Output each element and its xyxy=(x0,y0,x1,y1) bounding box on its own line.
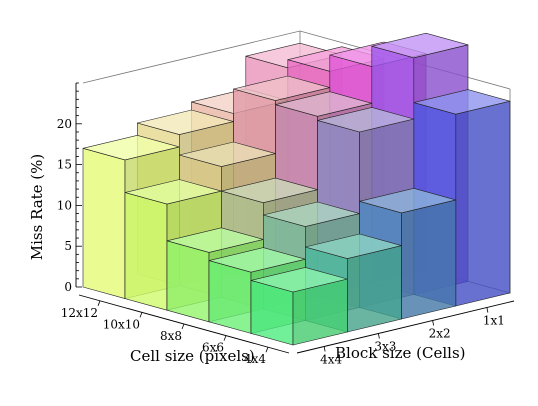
bar-front-face xyxy=(346,245,402,333)
y-tick xyxy=(323,346,326,352)
bar-top-face xyxy=(124,179,222,205)
bar-side-face xyxy=(166,240,210,323)
bar-top-face xyxy=(275,91,372,117)
x-tick-label: 6x6 xyxy=(202,341,224,355)
bar-side-face xyxy=(82,147,126,299)
bar-top-face xyxy=(233,75,330,101)
bar-top-face xyxy=(82,134,180,161)
bar-top-face xyxy=(359,187,456,214)
axes-layer: 0 5 10 15 20 12x12 10x10 8x8 6x6 4x4 4x4 3x3 2x2 1x1 xyxy=(57,82,515,367)
bar-top-face xyxy=(263,201,360,227)
x-tick-label: 4x4 xyxy=(244,352,266,366)
y-tick-label: 3x3 xyxy=(374,340,396,354)
bar-top-face xyxy=(221,177,318,204)
bar-4x4-4x4 xyxy=(250,267,348,346)
x-tick-label: 8x8 xyxy=(160,329,182,343)
z-tick-label: 20 xyxy=(57,117,72,131)
x-tick xyxy=(181,323,185,330)
bar-top-face xyxy=(250,267,348,293)
y-tick-label: 1x1 xyxy=(483,314,505,328)
bar-top-face xyxy=(371,32,469,59)
y-axis-title: Block size (Cells) xyxy=(335,344,466,362)
z-tick-label: 15 xyxy=(57,158,72,172)
z-axis-title: Miss Rate (%) xyxy=(28,154,46,261)
y-tick-label: 2x2 xyxy=(429,327,451,341)
bar-front-face xyxy=(401,199,457,320)
z-tick-label: 0 xyxy=(64,280,72,294)
y-tick xyxy=(377,333,380,339)
y-tick-label: 4x4 xyxy=(320,353,342,367)
x-tick xyxy=(223,335,227,341)
z-tick-label: 10 xyxy=(57,198,72,212)
bar-top-face xyxy=(305,233,402,259)
y-axis-line xyxy=(296,300,515,354)
bar-side-face xyxy=(208,260,252,334)
bar-top-face xyxy=(208,247,306,273)
bar-top-face xyxy=(137,109,234,135)
bar-top-face xyxy=(166,227,264,253)
z-tick-label: 5 xyxy=(64,239,72,253)
bar-top-face xyxy=(179,141,276,167)
x-tick xyxy=(265,347,269,353)
bar-side-face xyxy=(124,192,168,311)
x-tick xyxy=(139,312,143,318)
x-tick xyxy=(97,300,101,306)
bar-top-face xyxy=(317,107,414,133)
y-tick xyxy=(486,307,489,313)
y-tick xyxy=(432,320,435,326)
bars-layer xyxy=(82,32,511,346)
bar-front-face xyxy=(455,100,511,307)
x-tick-label: 10x10 xyxy=(103,317,140,331)
bar-top-face xyxy=(413,89,511,115)
x-tick-label: 12x12 xyxy=(61,306,98,320)
x-axis-title: Cell size (pixels) xyxy=(130,347,255,365)
